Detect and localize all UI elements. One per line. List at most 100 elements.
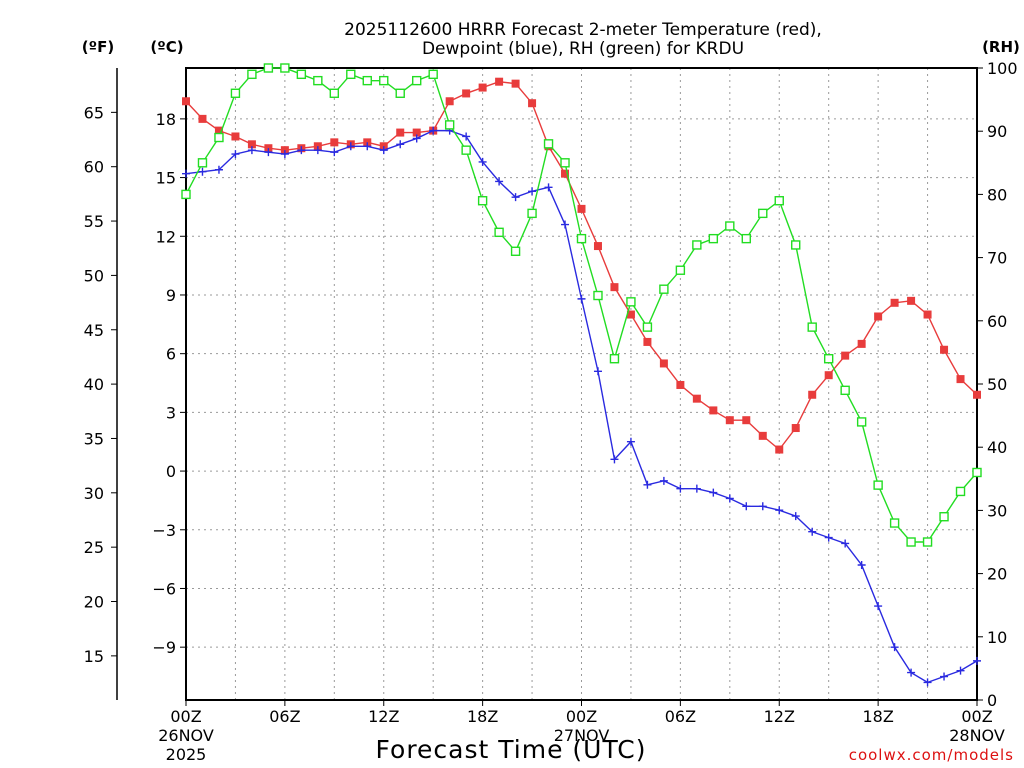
celsius-tick-label: −9 bbox=[152, 638, 176, 657]
data-point bbox=[956, 666, 965, 675]
fahrenheit-tick-label: 65 bbox=[84, 103, 104, 122]
data-point bbox=[758, 208, 768, 219]
fahrenheit-tick-label: 30 bbox=[84, 484, 104, 503]
data-point bbox=[462, 132, 471, 141]
data-point bbox=[940, 672, 949, 681]
rh-tick-label: 50 bbox=[987, 375, 1007, 394]
data-point bbox=[856, 417, 867, 427]
fahrenheit-tick-label: 60 bbox=[84, 158, 104, 177]
data-point bbox=[577, 294, 586, 303]
data-point bbox=[659, 359, 668, 368]
fahrenheit-tick-label: 45 bbox=[84, 321, 104, 340]
data-point bbox=[643, 480, 652, 489]
data-point bbox=[214, 165, 223, 174]
celsius-tick-label: −6 bbox=[152, 579, 176, 598]
data-point bbox=[775, 506, 784, 515]
data-point bbox=[296, 69, 307, 80]
rh-unit-label: (RH) bbox=[982, 38, 1020, 56]
chart-title-line1: 2025112600 HRRR Forecast 2-meter Tempera… bbox=[344, 20, 822, 40]
time-tick-label: 00Z bbox=[170, 707, 201, 726]
data-point bbox=[560, 158, 570, 168]
data-point bbox=[808, 527, 817, 536]
data-point bbox=[198, 114, 207, 123]
time-tick-label: 18Z bbox=[467, 707, 498, 726]
date-tick-label: 28NOV bbox=[949, 726, 1005, 745]
data-point bbox=[692, 240, 702, 250]
data-point bbox=[956, 375, 965, 384]
rh-tick-label: 100 bbox=[987, 59, 1018, 78]
data-point bbox=[577, 204, 586, 213]
data-point bbox=[330, 138, 339, 147]
data-point bbox=[182, 169, 190, 178]
data-point bbox=[791, 240, 801, 250]
data-point bbox=[626, 297, 636, 307]
data-point bbox=[379, 146, 388, 155]
data-point bbox=[461, 145, 471, 155]
data-point bbox=[330, 148, 339, 157]
data-point bbox=[890, 643, 899, 652]
data-point bbox=[445, 97, 454, 106]
rh-tick-label: 40 bbox=[987, 438, 1007, 457]
rh-tick-label: 20 bbox=[987, 565, 1007, 584]
rh-tick-label: 80 bbox=[987, 185, 1007, 204]
data-point bbox=[495, 177, 504, 186]
celsius-tick-label: 3 bbox=[166, 403, 176, 422]
data-point bbox=[775, 445, 784, 454]
grid-lines bbox=[186, 68, 977, 700]
rh-tick-label: 70 bbox=[987, 249, 1007, 268]
data-point bbox=[692, 394, 701, 403]
data-point bbox=[544, 183, 553, 192]
data-point bbox=[709, 406, 718, 415]
data-point bbox=[708, 233, 719, 244]
celsius-unit-label: (ºC) bbox=[150, 38, 183, 56]
year-tick-label: 2025 bbox=[166, 745, 207, 764]
x-axis-label: Forecast Time (UTC) bbox=[376, 735, 647, 764]
plot-frame bbox=[185, 67, 978, 701]
data-point bbox=[197, 158, 208, 168]
axes bbox=[111, 67, 983, 706]
time-tick-label: 06Z bbox=[269, 707, 300, 726]
data-point bbox=[841, 351, 850, 360]
celsius-tick-label: 0 bbox=[166, 462, 176, 481]
data-point bbox=[610, 283, 619, 292]
data-point bbox=[510, 246, 521, 256]
data-point bbox=[824, 533, 833, 542]
data-point bbox=[395, 88, 405, 98]
date-tick-label: 27NOV bbox=[554, 726, 610, 745]
fahrenheit-tick-label: 35 bbox=[84, 429, 104, 448]
data-point bbox=[741, 233, 751, 244]
data-point bbox=[659, 476, 668, 485]
data-point bbox=[214, 132, 224, 143]
credit-text: coolwx.com/models bbox=[849, 746, 1014, 764]
data-point bbox=[874, 312, 883, 321]
data-point bbox=[495, 77, 504, 86]
data-point bbox=[874, 602, 883, 611]
tick-labels: 1815129630−3−6−9656055504540353025201510… bbox=[84, 59, 1018, 764]
data-point bbox=[263, 63, 274, 73]
data-point bbox=[643, 337, 652, 346]
data-point bbox=[725, 416, 734, 425]
data-point bbox=[511, 193, 520, 202]
data-point bbox=[346, 142, 355, 151]
time-tick-label: 00Z bbox=[961, 707, 992, 726]
data-point bbox=[379, 75, 389, 86]
celsius-tick-label: 6 bbox=[166, 345, 176, 364]
data-point bbox=[264, 148, 273, 157]
data-point bbox=[692, 484, 701, 493]
rh-tick-label: 60 bbox=[987, 312, 1007, 331]
data-point bbox=[576, 233, 587, 244]
rh-tick-label: 10 bbox=[987, 628, 1007, 647]
data-point bbox=[429, 126, 438, 135]
data-point bbox=[676, 380, 685, 389]
rh-tick-label: 0 bbox=[987, 691, 997, 710]
data-point bbox=[923, 678, 932, 687]
time-tick-label: 18Z bbox=[862, 707, 893, 726]
data-point bbox=[659, 284, 669, 294]
data-point bbox=[247, 146, 256, 155]
data-point bbox=[907, 296, 916, 305]
data-point bbox=[362, 75, 372, 86]
data-point bbox=[511, 79, 520, 88]
fahrenheit-tick-label: 20 bbox=[84, 593, 104, 612]
data-point bbox=[791, 424, 800, 433]
data-point bbox=[329, 88, 340, 98]
